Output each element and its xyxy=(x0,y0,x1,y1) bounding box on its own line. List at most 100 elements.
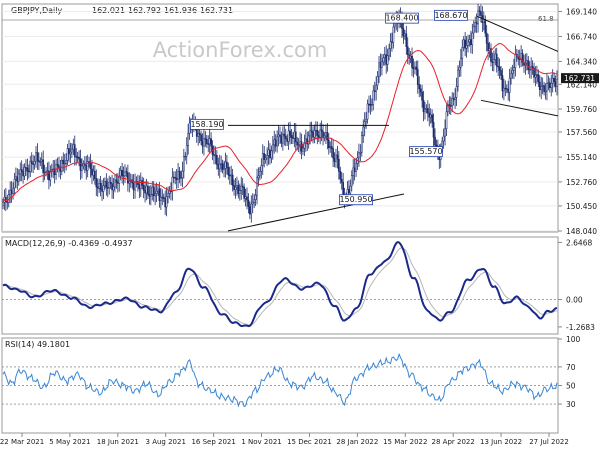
candle-body xyxy=(226,161,228,168)
candle-body xyxy=(164,198,167,208)
candle-body xyxy=(267,149,270,156)
candle-body xyxy=(69,151,72,155)
candle-body xyxy=(187,132,189,146)
candle-body xyxy=(404,33,406,37)
candle-body xyxy=(259,171,261,177)
candle-body xyxy=(115,179,118,183)
candle-body xyxy=(376,75,379,86)
candle-body xyxy=(505,88,508,90)
candle-body xyxy=(198,133,201,136)
candle-body xyxy=(165,196,168,208)
candle-body xyxy=(510,73,512,79)
candle-body xyxy=(233,185,235,190)
candle-body xyxy=(12,187,14,195)
candle-body xyxy=(480,11,482,16)
candle-body xyxy=(271,144,274,152)
x-tick-label: 18 Jun 2021 xyxy=(97,438,139,446)
candle-body xyxy=(503,87,505,92)
macd-line xyxy=(2,241,558,328)
candle-body xyxy=(359,152,362,154)
candle-body xyxy=(333,157,336,162)
candle-body xyxy=(68,148,70,155)
candle-body xyxy=(392,26,395,43)
price-annotation-box xyxy=(385,12,419,24)
candle-body xyxy=(96,186,99,189)
candle-body xyxy=(292,137,294,139)
candle-body xyxy=(52,168,55,170)
price-tick-label: 164.340 xyxy=(566,57,597,66)
candle-body xyxy=(325,132,327,137)
candle-body xyxy=(23,167,26,177)
x-tick-label: 15 Dec 2021 xyxy=(287,438,332,446)
rsi-tick-label: 70 xyxy=(566,363,576,372)
candle-body xyxy=(224,161,227,169)
candle-body xyxy=(432,122,435,138)
candle-body xyxy=(155,190,158,194)
candle-body xyxy=(538,81,541,91)
candle-body xyxy=(59,167,62,172)
candle-body xyxy=(29,160,32,173)
candle-body xyxy=(508,77,511,93)
candle-body xyxy=(388,48,390,57)
candle-body xyxy=(352,167,355,176)
candle-body xyxy=(154,193,156,197)
candle-body xyxy=(448,104,451,106)
candle-body xyxy=(533,68,535,78)
candle-body xyxy=(223,168,225,170)
candle-body xyxy=(45,171,47,173)
candle-body xyxy=(459,57,462,68)
candle-body xyxy=(471,32,474,46)
candle-body xyxy=(82,163,85,167)
candle-body xyxy=(254,194,257,200)
candle-body xyxy=(429,114,432,118)
candle-body xyxy=(215,154,218,165)
candle-body xyxy=(71,148,73,153)
candle-body xyxy=(287,130,290,142)
candle-body xyxy=(30,160,33,164)
macd-tick-label: 0.00 xyxy=(566,296,583,305)
candle-body xyxy=(297,144,300,146)
macd-panel xyxy=(1,236,559,335)
candle-body xyxy=(43,171,46,174)
candle-body xyxy=(455,86,458,98)
candle-body xyxy=(294,131,297,143)
candle-body xyxy=(109,182,112,184)
candle-body xyxy=(498,66,501,71)
candle-body xyxy=(175,177,178,180)
candle-body xyxy=(134,182,136,191)
candle-body xyxy=(180,177,182,179)
candle-body xyxy=(276,136,278,147)
candle-body xyxy=(465,45,468,49)
candle-body xyxy=(25,167,27,169)
candle-body xyxy=(38,160,40,163)
candle-body xyxy=(42,159,45,174)
candle-body xyxy=(467,41,469,46)
candle-body xyxy=(409,55,412,59)
candle-body xyxy=(451,98,454,107)
candle-body xyxy=(256,177,258,196)
candle-body xyxy=(372,90,375,105)
candle-body xyxy=(263,153,266,160)
candle-body xyxy=(46,170,49,172)
price-high: 162.792 xyxy=(128,6,161,15)
candle-body xyxy=(277,134,280,138)
candle-body xyxy=(144,190,146,194)
candle-body xyxy=(158,188,161,201)
candle-body xyxy=(445,111,448,129)
candle-body xyxy=(371,104,373,106)
candle-body xyxy=(114,179,116,188)
candle-body xyxy=(142,185,145,191)
candle-body xyxy=(520,53,522,60)
candle-body xyxy=(62,159,65,165)
price-symbol: GBPJPY,Daily xyxy=(11,6,62,15)
candle-body xyxy=(426,108,429,114)
last-price-label: 162.731 xyxy=(564,74,595,83)
candle-body xyxy=(102,185,105,192)
candle-body xyxy=(336,154,339,160)
candle-body xyxy=(112,186,115,191)
candle-body xyxy=(171,176,174,192)
candle-body xyxy=(431,114,433,123)
candle-body xyxy=(457,69,459,87)
candle-body xyxy=(75,156,78,158)
candle-body xyxy=(385,54,388,65)
